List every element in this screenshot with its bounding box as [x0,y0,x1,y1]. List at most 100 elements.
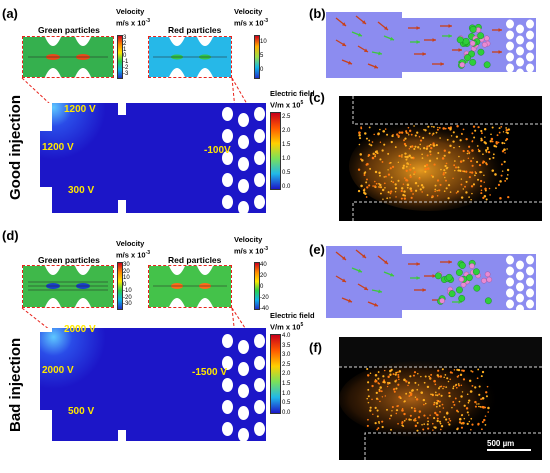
particle-dot [423,403,425,406]
particle-dot [461,391,464,393]
particle-dot [470,428,472,431]
particle-dot [401,409,404,412]
particle-dot [452,131,455,134]
particle-dot [419,139,423,142]
particle-dot [489,194,491,196]
particle-dot [395,371,398,374]
particle-dot [440,428,442,431]
green-particle [473,284,481,292]
particle-dot [420,184,424,187]
particle-dot [444,176,446,179]
particle-dot [465,137,468,141]
particle-dot [388,381,391,385]
particle-dot [377,132,380,135]
particle-dot [447,421,450,424]
particle-dot [417,416,421,419]
particle-dot [420,375,422,378]
particle-dot [437,387,440,390]
particle-dot [367,374,370,377]
particle-dot [424,375,427,378]
particle-dot [401,424,404,427]
particle-dot [488,187,491,190]
particle-dot [422,136,425,140]
particle-dot [485,198,488,201]
particle-dot [403,419,406,422]
pillar-hole [222,378,233,392]
particle-dot [384,186,386,189]
particle-dot [403,197,407,200]
particle-dot [452,385,455,388]
particle-dot [466,152,469,155]
flow-arrowhead [422,288,426,292]
particle-dot [474,174,476,177]
flow-arrowhead [458,48,462,52]
particle-dot [431,144,433,146]
particle-dot [368,184,371,187]
particle-dot [458,145,461,148]
particle-dot [398,131,401,134]
good-voltage-left: 1200 V [42,142,74,153]
green-particle [434,272,442,280]
flow-arrowhead [364,286,368,290]
pillar-hole [506,255,514,265]
pillar-hole [238,179,249,193]
bad-vel2-label: Velocity m/s x 10-3 [234,235,269,255]
particle-dot [375,391,378,395]
particle-dot [409,414,412,417]
green-particle [456,36,464,44]
particle-dot [459,169,462,173]
particle-dot [378,382,381,385]
particle-dot [371,384,374,388]
pillar-hole [526,277,534,287]
particle-dot [486,385,489,388]
particle-dot [413,147,416,151]
particle-dot [457,374,460,377]
particle-dot [404,155,407,158]
particle-dot [391,410,393,412]
particle-dot [453,369,456,371]
particle-dot [460,426,464,429]
particle-dot [467,401,470,404]
particle-dot [470,390,473,393]
particle-dot [468,145,471,148]
particle-dot [358,143,361,146]
pink-particle [458,276,465,283]
particle-dot [373,133,375,136]
particle-dot [374,406,377,409]
particle-dot [499,180,502,183]
flow-arrowhead [342,22,346,26]
particle-dot [432,429,434,431]
particle-dot [399,397,402,400]
particle-dot [434,383,437,386]
particle-dot [459,373,463,377]
pillar-hole [254,151,265,165]
particle-dot [435,405,438,408]
particle-dot [501,141,504,145]
pillar-hole [516,24,524,34]
particle-dot [456,125,459,128]
flow-arrowhead [432,38,436,42]
particle-dot [458,417,462,421]
pink-particle [486,276,493,283]
particle-dot [371,156,375,160]
bad-red-inset [148,265,232,308]
flow-arrowhead [342,256,346,260]
pillar-hole [254,422,265,436]
good-vel1-colorbar [117,35,123,79]
pink-particle [481,277,487,284]
particle-dot [381,161,384,163]
particle-dot [372,413,374,416]
green-particle [469,58,477,66]
particle-dot [414,381,417,384]
particle-dot [460,384,463,387]
particle-dot [393,390,396,393]
particle-dot [413,173,415,176]
particle-dot [369,372,372,375]
flow-arrowhead [416,26,420,30]
particle-dot [424,164,427,168]
particle-dot [451,406,453,409]
flow-arrowhead [362,254,366,258]
particle-dot [426,417,429,420]
particle-dot [457,368,461,372]
green-particle [464,54,471,62]
